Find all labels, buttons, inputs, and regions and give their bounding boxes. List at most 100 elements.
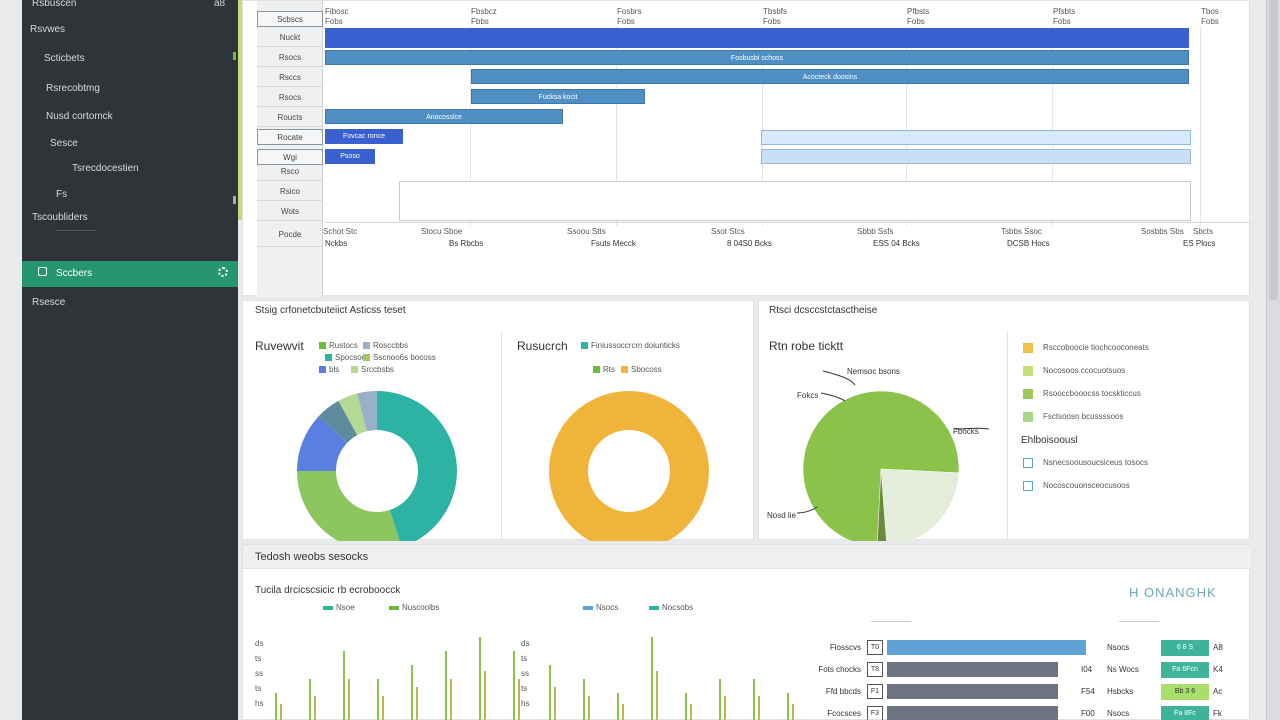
column-bar[interactable] [275,693,277,720]
right-chart-title: Rusucrch [517,339,568,353]
column-bar[interactable] [690,704,692,720]
legend-item: Rsccoboocie tiochcooconeats [1023,343,1149,353]
column-bar[interactable] [377,679,379,720]
column-bar[interactable] [651,637,653,720]
pie-chart-title: Rtn robe ticktt [769,339,844,353]
vertical-scrollbar[interactable] [1266,0,1280,720]
status-cell: Fa 6Fcn [1161,662,1209,678]
horizontal-bar[interactable] [887,640,1086,655]
column-bar[interactable] [411,665,413,720]
legend-item: Nocsobs [649,603,693,612]
gantt-bar[interactable]: Fovcac ronce [325,129,403,144]
column-bar[interactable] [280,704,282,720]
column-bar[interactable] [484,670,486,720]
bar-row-label: Ffd bbcds [825,687,861,696]
legend-item: Fsctsoosn bcussssoos [1023,412,1123,422]
column-bar[interactable] [343,651,345,720]
gantt-bar[interactable]: Acocteck doosins [471,69,1189,84]
gantt-footer-label: Tsbbs Ssoc [1001,227,1042,236]
column-bar[interactable] [588,695,590,720]
bottom-right-title: H ONANGHK [1129,585,1217,600]
column-bar[interactable] [445,651,447,720]
horizontal-bar[interactable] [887,684,1058,699]
column-bar[interactable] [554,687,556,720]
scale-tick [1119,621,1159,622]
gantt-bar[interactable] [325,28,1189,48]
sidebar-item[interactable]: Rsrecobtmg [46,83,100,94]
column-bar[interactable] [753,679,755,720]
bar-row-box: T0 [867,640,883,655]
sidebar: Rsbuscen Rsvwes Scticbets Rsrecobtmg Nusd co… [22,0,238,720]
legend-group-title: Ehlboisoousl [1021,435,1078,446]
sidebar-item[interactable]: Fs [56,189,68,200]
bar-tail-label: K4 [1213,665,1223,674]
bar-tail-label: Ac [1213,687,1223,696]
column-bar[interactable] [758,695,760,720]
column-bar[interactable] [792,704,794,720]
gantt-bar[interactable]: Psoso [325,149,375,164]
gantt-row-label: Pocde [257,223,323,247]
sidebar-item-active[interactable]: Sccbers [22,261,238,287]
column-bar[interactable] [622,704,624,720]
sidebar-item[interactable]: Rsbuscen [32,0,77,9]
y-axis-tick: ts [255,654,262,663]
column-bar[interactable] [518,679,520,720]
sidebar-item[interactable]: Tscoubliders [32,212,88,223]
scroll-marker [233,196,236,204]
column-bar[interactable] [549,665,551,720]
sidebar-item[interactable]: Rsesce [32,297,66,308]
gantt-column-header: Tbos Fobs [1201,7,1219,26]
legend-swatch [1023,458,1033,468]
sidebar-item[interactable]: Nusd cortomck [46,111,113,122]
gantt-bar[interactable]: Fucksa kocit [471,89,645,104]
gantt-row-label: Wots [257,203,323,221]
sidebar-item[interactable]: Tsrecdocestien [72,163,139,174]
gantt-footer-value: ESS 04 Bcks [873,239,920,248]
column-bar[interactable] [724,695,726,720]
column-bar[interactable] [787,693,789,720]
legend-item: Rts [593,365,615,374]
gantt-footer-value: Nckbs [325,239,348,248]
gantt-bar[interactable]: Fosbusbi schoss [325,50,1189,65]
legend-swatch [323,605,333,610]
gantt-row-label: Rsccs [257,69,323,87]
column-bar[interactable] [513,651,515,720]
column-bar[interactable] [656,670,658,720]
column-bar[interactable] [309,679,311,720]
legend-item: Nocoscouonsceocusoos [1023,481,1130,491]
gantt-bar[interactable] [761,130,1191,145]
column-bar[interactable] [583,679,585,720]
bar-end-label: Nsocs [1107,643,1130,652]
panel-title: Rtsci dcsccstctasctheise [769,305,878,316]
pie-slice [880,468,960,541]
gantt-column-header: Pfbsts Fobs [907,7,930,26]
sidebar-item[interactable]: Scticbets [44,53,85,64]
column-bar[interactable] [685,693,687,720]
gantt-bar[interactable] [761,149,1191,164]
gantt-footer-value: DCSB Hocs [1007,239,1050,248]
donut-chart-left [297,391,457,541]
legend-swatch [325,354,332,362]
column-bar[interactable] [719,679,721,720]
column-bar[interactable] [314,695,316,720]
column-bar[interactable] [450,679,452,720]
gantt-bar[interactable]: Anocosslce [325,109,563,124]
column-bar[interactable] [416,687,418,720]
horizontal-bar[interactable] [887,662,1058,677]
scrollbar-thumb[interactable] [1269,0,1278,300]
pie-slice [802,390,960,541]
status-cell: Fa 8Fc [1161,706,1209,720]
sidebar-item[interactable]: Rsvwes [30,24,66,35]
column-bar[interactable] [617,693,619,720]
sidebar-item[interactable]: Sesce [50,138,78,149]
pie-panel: Rtsci dcsccstctasctheise Rtn robe ticktt… [758,300,1250,541]
gear-icon[interactable] [218,267,228,277]
horizontal-bar[interactable] [887,706,1058,720]
gantt-column-header: Fibosc Fobs [325,7,349,26]
gantt-gridline [616,26,617,226]
legend-swatch [1023,366,1033,376]
column-bar[interactable] [479,637,481,720]
column-bar[interactable] [382,695,384,720]
column-bar[interactable] [348,679,350,720]
gantt-footer-label: Sosbbs Sbs [1141,227,1184,236]
